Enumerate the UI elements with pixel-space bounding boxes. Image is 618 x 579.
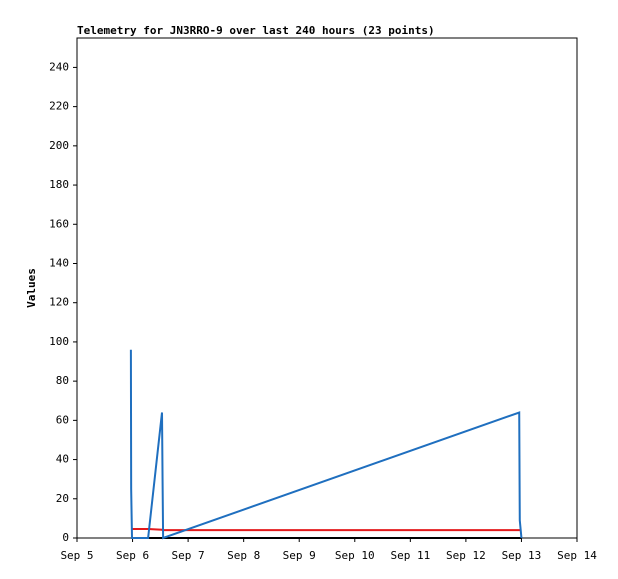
- x-tick-label: Sep 5: [60, 549, 93, 562]
- x-tick-label: Sep 14: [557, 549, 597, 562]
- x-tick-label: Sep 12: [446, 549, 486, 562]
- series-line: [129, 349, 523, 540]
- x-tick-label: Sep 9: [283, 549, 316, 562]
- y-tick-label: 200: [49, 139, 69, 152]
- x-tick-label: Sep 7: [172, 549, 205, 562]
- x-tick-label: Sep 13: [502, 549, 542, 562]
- y-tick-label: 100: [49, 335, 69, 348]
- y-tick-label: 220: [49, 100, 69, 113]
- y-tick-label: 0: [62, 531, 69, 544]
- chart-title: Telemetry for JN3RRO-9 over last 240 hou…: [77, 24, 435, 37]
- y-tick-label: 40: [56, 453, 69, 466]
- y-tick-label: 60: [56, 413, 69, 426]
- y-tick-label: 160: [49, 217, 69, 230]
- plot-frame: [76, 37, 578, 539]
- y-axis-label: Values: [25, 268, 38, 308]
- x-tick-label: Sep 8: [227, 549, 260, 562]
- x-tick-label: Sep 6: [116, 549, 149, 562]
- y-tick-label: 120: [49, 296, 69, 309]
- x-tick-label: Sep 11: [390, 549, 430, 562]
- x-tick-label: Sep 10: [335, 549, 375, 562]
- y-tick-label: 20: [56, 492, 69, 505]
- y-tick-label: 80: [56, 374, 69, 387]
- y-tick-label: 180: [49, 178, 69, 191]
- y-tick-label: 140: [49, 256, 69, 269]
- y-tick-label: 240: [49, 60, 69, 73]
